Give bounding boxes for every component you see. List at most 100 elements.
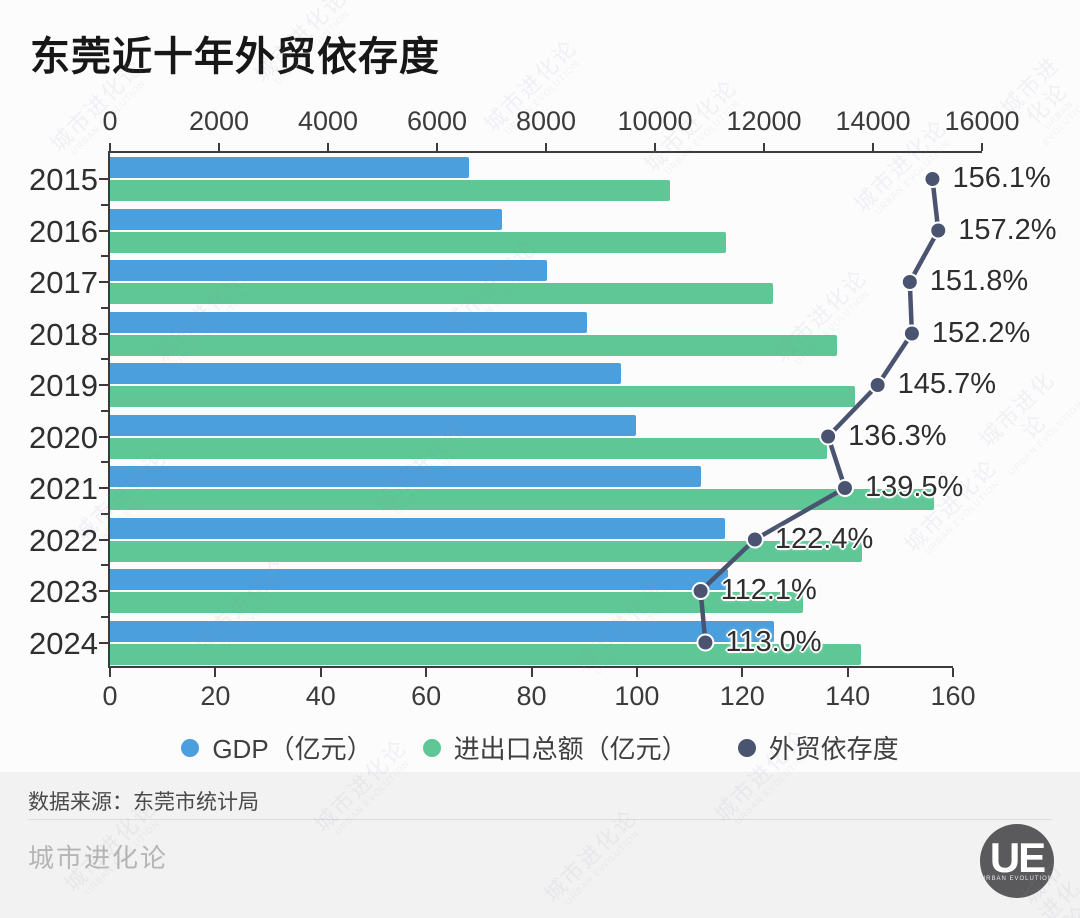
gdp-bar (110, 260, 547, 281)
brand-name: 城市进化论 (28, 843, 169, 873)
bottom-axis-tick (214, 668, 217, 677)
bottom-axis-tick (319, 668, 322, 677)
bottom-axis-tick-label: 60 (411, 681, 442, 711)
year-boundary-tick (101, 203, 108, 206)
top-axis-tick (763, 143, 765, 151)
ue-logo-text: UE (989, 833, 1046, 881)
gdp-swatch-icon (181, 738, 200, 757)
bottom-axis-tick (530, 668, 533, 677)
footer-divider (28, 819, 1052, 820)
dependence-value-label: 157.2% (958, 213, 1057, 246)
trade-bar (110, 643, 861, 665)
year-tick (99, 178, 108, 180)
dependence-value-label: 112.1% (720, 574, 817, 606)
year-tick (99, 281, 108, 283)
top-axis-tick (872, 143, 874, 151)
legend-label-gdp: GDP（亿元） (212, 734, 373, 764)
left-axis-spine (108, 151, 110, 668)
legend-item-dependence: 外贸依存度 (737, 729, 899, 766)
dependence-line (698, 176, 941, 645)
bottom-axis-tick-label: 140 (825, 681, 871, 711)
year-label: 2024 (29, 625, 98, 661)
year-boundary-tick (101, 461, 108, 463)
bottom-axis-tick (425, 668, 428, 677)
trade-bar (110, 283, 773, 304)
year-tick (99, 487, 108, 489)
dependence-dot (923, 170, 942, 188)
trade-swatch-icon (422, 738, 441, 757)
top-axis-tick-label: 12000 (726, 106, 802, 136)
gdp-bar (110, 311, 588, 333)
year-tick (99, 384, 108, 386)
year-tick (99, 538, 108, 541)
ue-logo: UE URBAN EVOLUTION (980, 824, 1054, 898)
bottom-axis-tick (109, 668, 111, 677)
legend-item-trade: 进出口总额（亿元） (422, 729, 688, 766)
legend-label-trade: 进出口总额（亿元） (453, 734, 688, 764)
ue-logo-subtext: URBAN EVOLUTION (980, 875, 1054, 882)
bottom-axis-tick-label: 100 (614, 681, 660, 711)
top-axis-tick-label: 4000 (297, 106, 359, 136)
year-boundary-tick (101, 409, 108, 412)
top-axis-tick (218, 143, 220, 151)
dependence-value-label: 156.1% (952, 162, 1051, 194)
plot-area: 0 2000 4000 6000 8000 10000 12000 14000 16000 0 20… (29, 106, 1057, 711)
gdp-bar (110, 466, 701, 487)
bottom-axis-tick (846, 668, 849, 677)
legend: GDP（亿元） 进出口总额（亿元） 外贸依存度 (0, 729, 1080, 766)
footer: 数据来源：东莞市统计局 城市进化论 UE URBAN EVOLUTION (0, 772, 1080, 918)
gdp-bar (110, 620, 775, 642)
top-axis-tick-label: 0 (102, 106, 118, 136)
top-axis-tick-label: 6000 (406, 106, 468, 136)
trade-bar (110, 386, 855, 407)
bottom-axis-tick-label: 20 (200, 681, 231, 711)
year-tick (99, 435, 108, 438)
dependence-dot (868, 376, 887, 394)
bottom-axis-tick (635, 668, 638, 677)
year-label: 2020 (29, 419, 98, 455)
year-label: 2016 (29, 213, 98, 249)
dependence-dot (902, 324, 921, 343)
gdp-bar (110, 569, 729, 590)
top-axis-tick (545, 143, 547, 151)
year-boundary-tick (101, 255, 108, 257)
top-axis-tick (436, 143, 438, 151)
top-axis-tick (327, 143, 329, 151)
top-axis-tick (109, 143, 111, 151)
chart-title: 东莞近十年外贸依存度 (30, 35, 440, 79)
gdp-bar (110, 363, 622, 384)
top-axis-tick-label: 14000 (835, 106, 911, 136)
legend-label-dependence: 外贸依存度 (768, 734, 899, 764)
year-label: 2015 (29, 162, 98, 197)
top-axis-tick (981, 143, 983, 151)
bottom-axis-tick-label: 40 (305, 681, 336, 711)
top-axis-line (108, 151, 982, 153)
dependence-value-label: 145.7% (897, 368, 997, 400)
bottom-axis-tick-label: 160 (930, 681, 976, 711)
year-label: 2018 (29, 316, 98, 352)
year-label: 2023 (29, 574, 98, 609)
dependence-dot (900, 273, 919, 291)
year-boundary-tick (101, 615, 108, 618)
year-label: 2022 (29, 522, 98, 558)
trade-bar (110, 180, 670, 201)
trade-bar (110, 540, 863, 562)
trade-bar (110, 231, 726, 253)
bottom-axis-tick-label: 120 (719, 681, 765, 711)
dependence-value-label: 139.5% (864, 471, 964, 503)
gdp-bar (110, 157, 469, 178)
dependence-value-label: 152.2% (931, 316, 1031, 349)
bottom-axis-tick (952, 668, 954, 677)
legend-item-gdp: GDP（亿元） (181, 729, 373, 766)
trade-bar (110, 334, 837, 356)
dependence-value-label: 113.0% (725, 625, 822, 658)
year-label: 2017 (29, 265, 98, 300)
trade-bar (110, 489, 935, 510)
bottom-axis-line (108, 666, 953, 668)
year-label: 2021 (29, 471, 98, 506)
bottom-axis-tick (741, 668, 744, 677)
top-axis-tick (654, 143, 656, 151)
year-label: 2019 (29, 368, 98, 403)
gdp-bar (110, 414, 636, 436)
